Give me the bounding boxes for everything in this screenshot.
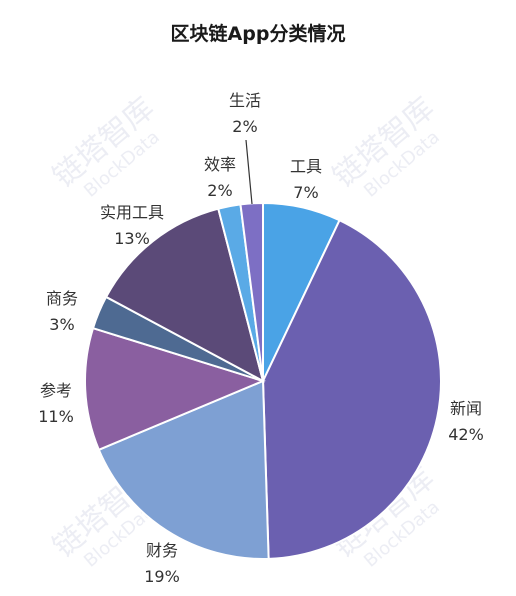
leader-lines: [245, 139, 253, 205]
slice-value: 2%: [207, 181, 232, 200]
pie-slice: [97, 379, 270, 560]
slice-label: 生活: [229, 91, 261, 110]
slice-value: 11%: [38, 407, 74, 426]
slice-label: 工具: [290, 157, 322, 176]
pie-slice: [84, 326, 266, 452]
slice-value: 3%: [49, 315, 74, 334]
slice-value: 42%: [448, 425, 484, 444]
slice-label: 实用工具: [100, 203, 164, 222]
leader-line: [245, 139, 253, 205]
chart-title: 区块链App分类情况: [171, 22, 346, 45]
slice-value: 7%: [293, 183, 318, 202]
slice-label: 新闻: [450, 399, 482, 418]
pie-slice: [104, 207, 265, 383]
slice-label: 商务: [46, 289, 78, 308]
slice-label: 参考: [40, 381, 72, 400]
slice-value: 2%: [232, 117, 257, 136]
slice-label: 效率: [204, 155, 236, 174]
slice-label: 财务: [146, 541, 178, 560]
pie-slice: [261, 218, 442, 560]
pie-slices: [84, 201, 442, 560]
slice-value: 13%: [114, 229, 150, 248]
slice-value: 19%: [144, 567, 180, 586]
slice-labels: 工具 7% 新闻 42% 财务 19% 参考 11% 商务 3% 实用工具 13% 效率 2% 生活 2%: [38, 91, 484, 586]
